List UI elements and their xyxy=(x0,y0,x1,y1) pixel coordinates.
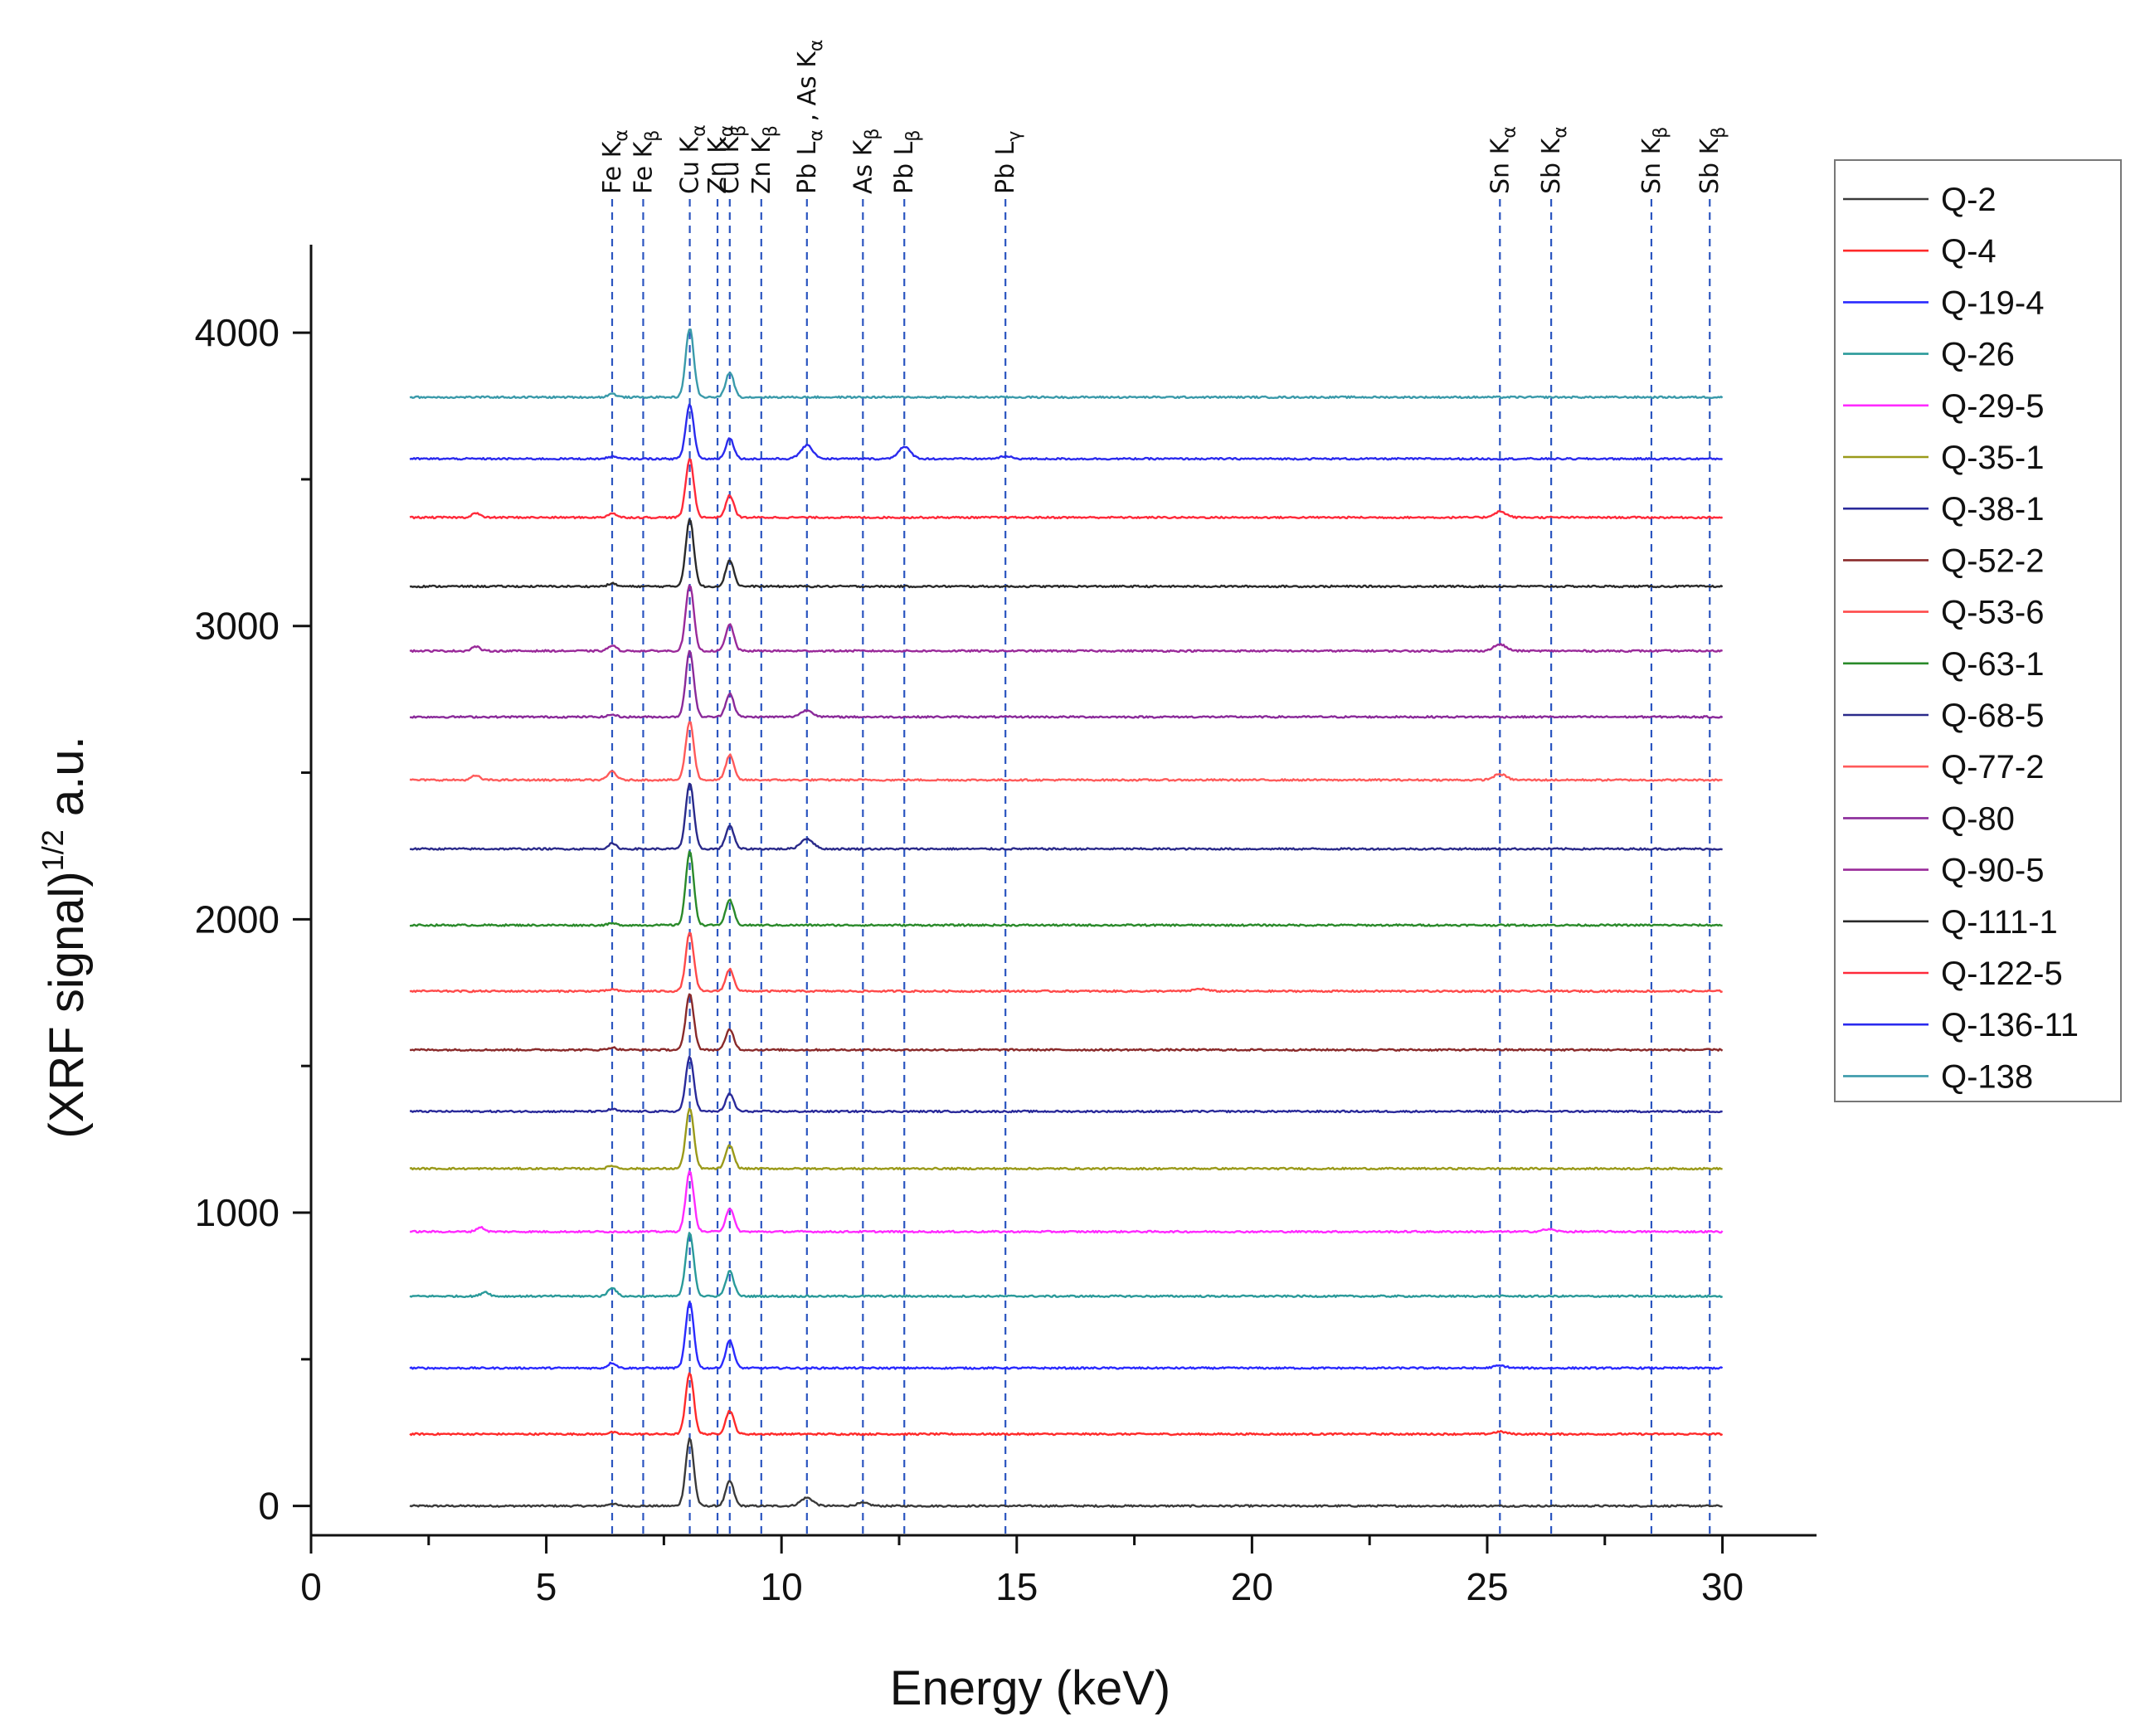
peak-label: Sb Kβ xyxy=(1695,127,1729,194)
legend-label: Q-122-5 xyxy=(1941,956,2063,992)
legend: Q-2 Q-4 Q-19-4 Q-26 Q-29-5 Q-35-1 Q-38-1 Q-52-2… xyxy=(1834,159,2122,1102)
spectrum-line-Q-80 xyxy=(410,649,1724,719)
x-tick-label: 0 xyxy=(300,1565,322,1608)
spectrum-line-Q-138 xyxy=(409,328,1724,400)
x-tick-label: 15 xyxy=(995,1565,1038,1608)
legend-label: Q-38-1 xyxy=(1941,491,2045,528)
legend-label: Q-80 xyxy=(1941,800,2015,837)
spectrum-line-Q-19-4 xyxy=(409,1301,1724,1370)
x-tick-label: 20 xyxy=(1231,1565,1273,1608)
peak-label: As Kβ xyxy=(849,129,883,194)
y-tick-label: 3000 xyxy=(195,605,280,648)
y-tick-label: 4000 xyxy=(195,311,280,354)
spectrum-line-Q-63-1 xyxy=(409,850,1723,927)
legend-label: Q-90-5 xyxy=(1941,853,2045,889)
legend-label: Q-53-6 xyxy=(1941,595,2045,631)
spectrum-line-Q-2 xyxy=(409,1437,1723,1508)
legend-label: Q-2 xyxy=(1941,182,1997,218)
spectrum-line-Q-29-5 xyxy=(410,1170,1724,1234)
spectrum-line-Q-136-11 xyxy=(409,403,1723,461)
legend-label: Q-68-5 xyxy=(1941,698,2045,734)
y-axis-title: (XRF signal)1/2 a.u. xyxy=(36,736,94,1138)
peak-label: Sb Kα xyxy=(1537,126,1571,194)
legend-box xyxy=(1834,159,2122,1102)
legend-label: Q-19-4 xyxy=(1941,284,2045,321)
spectrum-line-Q-77-2 xyxy=(409,721,1723,782)
spectrum-line-Q-53-6 xyxy=(409,931,1724,994)
x-axis-title: Energy (keV) xyxy=(890,1661,1170,1715)
spectrum-line-Q-52-2 xyxy=(409,993,1724,1052)
peak-label: Cu Kα xyxy=(676,124,710,194)
x-tick-label: 5 xyxy=(536,1565,557,1608)
legend-label: Q-111-1 xyxy=(1941,904,2058,941)
peak-label: Fe Kβ xyxy=(629,130,663,194)
peak-label: Fe Kα xyxy=(598,129,632,194)
axes xyxy=(309,245,1817,1537)
legend-label: Q-4 xyxy=(1941,233,1997,270)
peak-label: Pb Lβ xyxy=(890,130,924,194)
legend-label: Q-35-1 xyxy=(1941,440,2045,476)
y-axis-title-main: (XRF signal) xyxy=(40,871,94,1138)
spectrum-line-Q-90-5 xyxy=(409,584,1724,653)
peak-label: Zn Kα xyxy=(703,125,737,194)
legend-label: Q-29-5 xyxy=(1941,388,2045,425)
x-tick-label: 10 xyxy=(761,1565,803,1608)
legend-label: Q-63-1 xyxy=(1941,646,2045,683)
y-tick-label: 2000 xyxy=(195,897,280,941)
peak-label: Sn Kα xyxy=(1486,126,1520,194)
spectrum-line-Q-68-5 xyxy=(410,782,1723,851)
legend-label: Q-138 xyxy=(1941,1058,2033,1095)
peak-label: Sn Kβ xyxy=(1637,127,1671,194)
spectrum-line-Q-122-5 xyxy=(409,458,1724,520)
y-axis-title-unit: a.u. xyxy=(40,736,94,829)
peak-label: Pb Lα , As Kα xyxy=(793,40,827,194)
spectra-series xyxy=(409,328,1724,1508)
y-axis-title-superscript: 1/2 xyxy=(36,829,70,871)
legend-label: Q-77-2 xyxy=(1941,749,2045,785)
spectrum-line-Q-26 xyxy=(409,1232,1724,1298)
y-tick-label: 0 xyxy=(258,1485,280,1528)
spectrum-line-Q-4 xyxy=(409,1372,1724,1437)
spectrum-line-Q-35-1 xyxy=(409,1107,1723,1171)
x-tick-label: 25 xyxy=(1466,1565,1508,1608)
x-tick-label: 30 xyxy=(1701,1565,1744,1608)
peak-label: Cu Kβ xyxy=(716,125,750,194)
spectrum-line-Q-111-1 xyxy=(409,518,1724,589)
legend-label: Q-52-2 xyxy=(1941,542,2045,579)
legend-label: Q-26 xyxy=(1941,337,2015,373)
legend-label: Q-136-11 xyxy=(1941,1007,2079,1043)
peak-label: Zn Kβ xyxy=(747,125,781,194)
spectrum-line-Q-38-1 xyxy=(409,1055,1723,1114)
y-tick-label: 1000 xyxy=(195,1191,280,1234)
axis-ticks: 0 5 10 15 20 25 30 0 1000 2000 3000 4000 xyxy=(195,311,1744,1608)
peak-label: Pb Lγ xyxy=(991,131,1025,194)
